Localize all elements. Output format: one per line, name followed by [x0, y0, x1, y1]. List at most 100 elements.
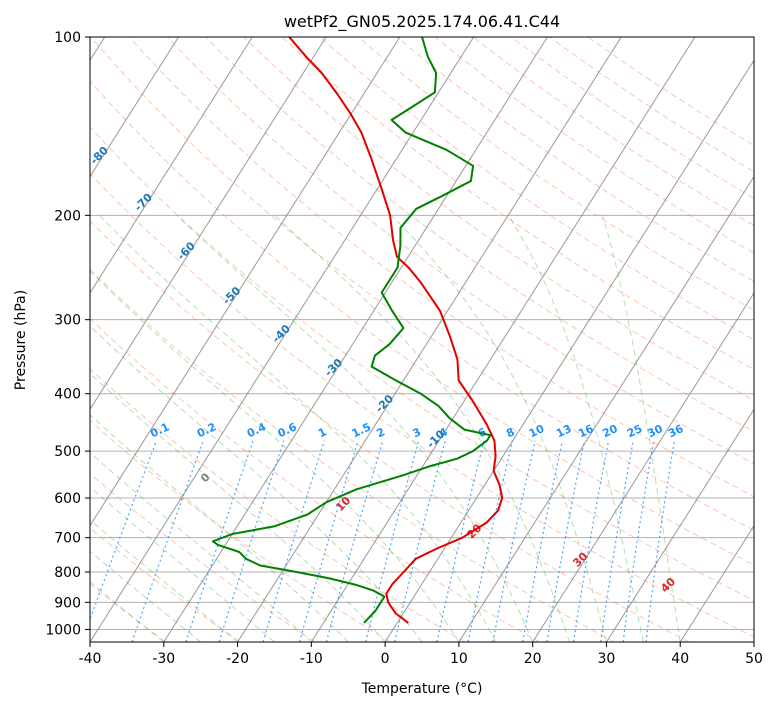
mixing-ratio-line	[622, 440, 655, 642]
mixing-ratio-line	[218, 440, 285, 642]
isotherm-label: -70	[132, 190, 155, 213]
isotherm-line	[163, 37, 548, 642]
dry-adiabat-line	[90, 419, 391, 642]
x-tick-label: 50	[745, 651, 763, 667]
plot-frame	[89, 36, 755, 643]
isotherm-line	[90, 37, 327, 411]
mixing-ratio-line	[185, 440, 254, 642]
x-tick-label: 0	[381, 651, 390, 667]
dry-adiabat-line	[90, 220, 690, 642]
moist-adiabat-line	[90, 451, 312, 642]
y-tick-label: 700	[54, 531, 81, 547]
moist-adiabat-line	[90, 372, 386, 642]
mixing-ratio-label: 3	[411, 425, 423, 440]
mixing-ratio-line	[131, 440, 204, 642]
isotherm-line	[90, 37, 179, 178]
dry-adiabat-line	[128, 37, 754, 498]
moist-adiabat-line	[176, 214, 534, 642]
isotherm-line	[532, 292, 754, 642]
background-lines: 0.1 0.2 0.4 0.6 1 1.5 2 3 4 6 8 10 13 16 20 25 30 36-100-…	[0, 37, 754, 642]
isotherm-label: -50	[220, 284, 243, 307]
y-tick-label: 200	[54, 208, 81, 224]
dry-adiabat-line	[319, 37, 754, 341]
dry-adiabat-line	[167, 37, 754, 465]
x-tick-label: 10	[450, 651, 468, 667]
mixing-ratio-line	[90, 440, 158, 622]
chart-title: wetPf2_GN05.2025.174.06.41.C44	[284, 12, 560, 32]
dewpoint-profile-line	[211, 37, 492, 624]
isotherm-line	[90, 37, 475, 642]
mixing-ratio-line	[572, 440, 610, 642]
x-tick-label: -10	[300, 651, 323, 667]
x-tick-label: -30	[152, 651, 175, 667]
y-tick-label: 900	[54, 595, 81, 611]
dry-adiabat-line	[90, 317, 540, 642]
y-tick-label: 600	[54, 491, 81, 507]
mixing-ratio-label: 10	[527, 422, 547, 440]
y-tick-label: 300	[54, 313, 81, 329]
moist-adiabat-label: 40	[658, 575, 678, 595]
mixing-ratio-label: 0.6	[276, 420, 299, 440]
x-tick-label: -20	[226, 651, 249, 667]
x-axis-label: Temperature (°C)	[361, 681, 483, 697]
mixing-ratio-label: 25	[625, 422, 644, 440]
dry-adiabat-line	[90, 126, 754, 602]
isotherm-line	[90, 37, 401, 527]
dry-adiabat-line	[358, 37, 754, 311]
profile-lines	[211, 37, 504, 624]
moist-adiabat-line	[90, 581, 165, 642]
y-tick-label: 500	[54, 444, 81, 460]
mixing-ratio-line	[600, 440, 634, 642]
isotherm-line	[90, 37, 253, 294]
isotherm-label: -100	[0, 49, 25, 78]
axis-ticks: -40 -30 -20 -10 0 10 20 30 40 50 1000 900 800 700 600 5…	[45, 30, 763, 667]
y-tick-label: 400	[54, 387, 81, 403]
mixing-ratio-line	[546, 440, 586, 642]
dry-adiabat-line	[396, 37, 754, 282]
isotherm-line	[237, 37, 622, 642]
mixing-ratio-line	[365, 440, 420, 642]
mixing-ratio-line	[262, 440, 325, 642]
mixing-ratio-label: 0.4	[245, 420, 268, 440]
isotherm-line	[753, 641, 754, 642]
dry-adiabat-line	[243, 37, 754, 401]
dry-adiabat-line	[90, 268, 615, 642]
isotherm-label: -80	[88, 144, 111, 167]
moist-adiabat-line	[274, 214, 571, 642]
dry-adiabat-line	[90, 37, 754, 531]
isotherm-line	[679, 524, 754, 642]
isotherm-line	[606, 408, 754, 642]
mixing-ratio-label: 36	[666, 422, 686, 440]
dry-adiabat-line	[90, 80, 754, 566]
isotherm-label: -40	[270, 322, 293, 345]
x-tick-label: 40	[671, 651, 689, 667]
moist-adiabat-line	[90, 414, 349, 642]
dry-adiabat-line	[549, 37, 754, 173]
isotherm-label: -20	[373, 392, 396, 415]
moist-adiabat-line	[99, 214, 497, 642]
x-tick-label: 30	[598, 651, 616, 667]
mixing-ratio-label: 1.5	[350, 420, 373, 440]
mixing-ratio-line	[299, 440, 359, 642]
dry-adiabat-line	[587, 37, 754, 147]
mixing-ratio-line	[492, 440, 536, 642]
x-tick-label: 20	[524, 651, 542, 667]
y-tick-label: 800	[54, 565, 81, 581]
isotherm-label: -90	[44, 96, 67, 119]
mixing-ratio-label: 13	[554, 422, 573, 440]
mixing-ratio-label: 1	[316, 425, 328, 440]
dry-adiabat-line	[511, 37, 754, 199]
isotherm-line	[458, 175, 754, 642]
y-tick-label: 1000	[45, 622, 81, 638]
y-axis-label: Pressure (hPa)	[13, 290, 29, 390]
mixing-ratio-label: 16	[576, 422, 596, 440]
x-tick-label: -40	[79, 651, 102, 667]
moist-adiabat-line	[90, 486, 275, 642]
moist-adiabat-line	[90, 270, 460, 642]
y-tick-label: 100	[54, 30, 81, 46]
mixing-ratio-line	[325, 440, 384, 642]
mixing-ratio-label: 2	[375, 425, 387, 440]
isotherm-line	[384, 59, 754, 642]
dry-adiabat-line	[281, 37, 754, 371]
isotherm-label: -30	[322, 356, 345, 379]
